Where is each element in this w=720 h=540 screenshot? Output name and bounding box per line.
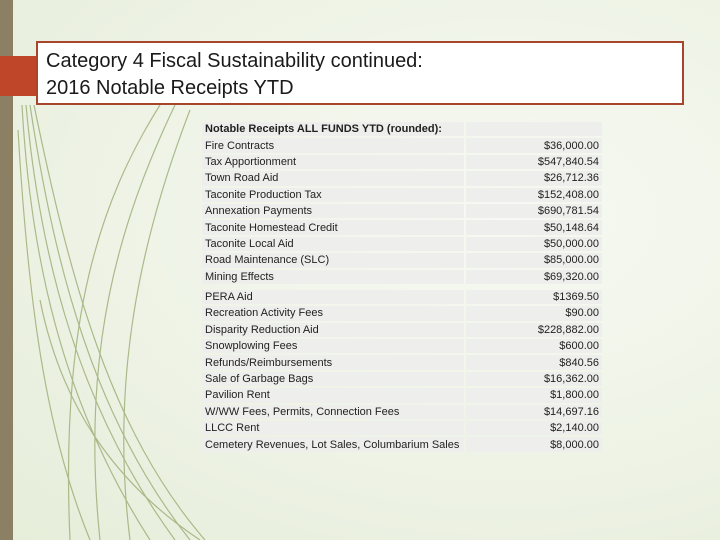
row-label: Town Road Aid (202, 171, 464, 186)
row-amount: $50,148.64 (465, 220, 602, 235)
table-row: Town Road Aid $26,712.36 (202, 171, 602, 186)
slide-title-line-1: Category 4 Fiscal Sustainability continu… (46, 50, 423, 72)
row-label: Tax Apportionment (202, 154, 464, 170)
row-amount: $36,000.00 (465, 138, 602, 153)
table-row: LLCC Rent $2,140.00 (202, 421, 602, 436)
table-row: Snowplowing Fees $600.00 (202, 339, 602, 354)
row-label: LLCC Rent (202, 421, 464, 436)
table-row: Tax Apportionment $547,840.54 (202, 154, 602, 170)
row-amount: $69,320.00 (465, 269, 602, 284)
row-label: PERA Aid (202, 289, 464, 305)
row-label: Snowplowing Fees (202, 339, 464, 354)
row-label: Taconite Homestead Credit (202, 220, 464, 235)
row-amount: $16,362.00 (465, 371, 602, 387)
title-box: Category 4 Fiscal Sustainability continu… (36, 41, 684, 105)
row-amount: $26,712.36 (465, 171, 602, 186)
title-accent-tab (0, 56, 42, 96)
table-row: Cemetery Revenues, Lot Sales, Columbariu… (202, 437, 602, 452)
row-amount: $600.00 (465, 339, 602, 354)
table-header: Notable Receipts ALL FUNDS YTD (rounded)… (202, 122, 464, 137)
row-label: Fire Contracts (202, 138, 464, 153)
table-row: Recreation Activity Fees $90.00 (202, 306, 602, 321)
table-header-amount (465, 122, 602, 137)
table-row: Annexation Payments $690,781.54 (202, 203, 602, 219)
row-label: Road Maintenance (SLC) (202, 253, 464, 268)
table-row: Pavilion Rent $1,800.00 (202, 388, 602, 403)
row-amount: $14,697.16 (465, 404, 602, 420)
row-amount: $690,781.54 (465, 203, 602, 219)
group-spacer (202, 286, 602, 288)
table-row: Sale of Garbage Bags $16,362.00 (202, 371, 602, 387)
row-amount: $840.56 (465, 355, 602, 370)
row-label: Refunds/Reimbursements (202, 355, 464, 370)
receipts-table: Notable Receipts ALL FUNDS YTD (rounded)… (200, 120, 604, 454)
table-row: Fire Contracts $36,000.00 (202, 138, 602, 153)
table-row: PERA Aid $1369.50 (202, 289, 602, 305)
row-amount: $2,140.00 (465, 421, 602, 436)
row-label: Pavilion Rent (202, 388, 464, 403)
row-label: Recreation Activity Fees (202, 306, 464, 321)
row-label: Annexation Payments (202, 203, 464, 219)
row-label: W/WW Fees, Permits, Connection Fees (202, 404, 464, 420)
row-label: Disparity Reduction Aid (202, 322, 464, 338)
row-amount: $547,840.54 (465, 154, 602, 170)
row-amount: $50,000.00 (465, 236, 602, 252)
slide-title-line-2: 2016 Notable Receipts YTD (46, 77, 294, 99)
row-label: Taconite Local Aid (202, 236, 464, 252)
table-header-row: Notable Receipts ALL FUNDS YTD (rounded)… (202, 122, 602, 137)
row-amount: $152,408.00 (465, 187, 602, 202)
row-amount: $85,000.00 (465, 253, 602, 268)
table-row: Taconite Homestead Credit $50,148.64 (202, 220, 602, 235)
table-row: W/WW Fees, Permits, Connection Fees $14,6… (202, 404, 602, 420)
row-amount: $228,882.00 (465, 322, 602, 338)
table-row: Taconite Local Aid $50,000.00 (202, 236, 602, 252)
table-row: Disparity Reduction Aid $228,882.00 (202, 322, 602, 338)
row-label: Mining Effects (202, 269, 464, 284)
row-label: Taconite Production Tax (202, 187, 464, 202)
row-amount: $1369.50 (465, 289, 602, 305)
table-row: Taconite Production Tax $152,408.00 (202, 187, 602, 202)
row-amount: $90.00 (465, 306, 602, 321)
table-row: Road Maintenance (SLC) $85,000.00 (202, 253, 602, 268)
table-row: Refunds/Reimbursements $840.56 (202, 355, 602, 370)
row-label: Cemetery Revenues, Lot Sales, Columbariu… (202, 437, 464, 452)
row-amount: $1,800.00 (465, 388, 602, 403)
row-amount: $8,000.00 (465, 437, 602, 452)
left-accent-bar (0, 0, 13, 540)
row-label: Sale of Garbage Bags (202, 371, 464, 387)
table-row: Mining Effects $69,320.00 (202, 269, 602, 284)
